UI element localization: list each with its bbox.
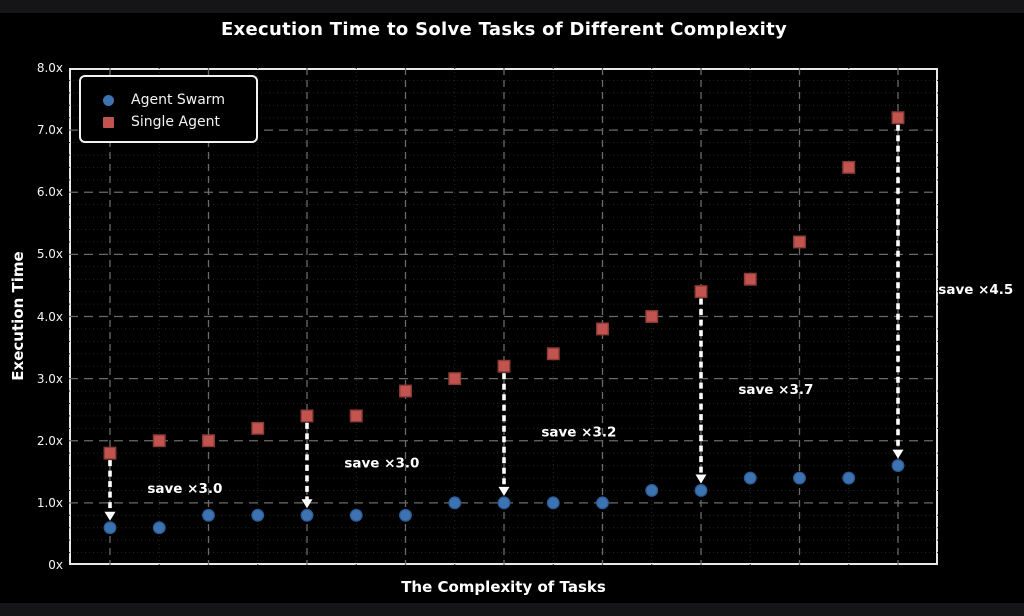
x-axis-label: The Complexity of Tasks [401, 578, 606, 596]
single-agent-point [251, 421, 265, 435]
agent-swarm-point [300, 508, 314, 522]
y-tick-label: 4.0x [36, 309, 63, 324]
agent-swarm-point [891, 459, 905, 473]
legend-box: Agent Swarm Single Agent [79, 75, 258, 143]
agent-swarm-point [596, 496, 609, 510]
legend-item-single-agent: Single Agent [81, 111, 256, 133]
save-annotation: save ×3.0 [344, 456, 419, 472]
agent-swarm-marker-icon [103, 94, 114, 106]
single-agent-point [202, 434, 215, 448]
agent-swarm-point [497, 496, 511, 510]
agent-swarm-point [743, 471, 757, 485]
single-agent-point [891, 111, 905, 125]
single-agent-point [645, 310, 659, 323]
single-agent-point [300, 409, 314, 423]
save-annotation: save ×3.0 [147, 481, 222, 497]
agent-swarm-point [399, 508, 412, 522]
save-arrow-head-icon [104, 511, 116, 521]
single-agent-point [596, 322, 609, 336]
agent-swarm-point [349, 508, 363, 522]
save-arrow-head-icon [695, 474, 707, 484]
y-tick-label: 5.0x [36, 247, 63, 262]
plot-area: save ×3.0 save ×3.0 save ×3.2 save ×3.7 save… [69, 68, 1013, 565]
single-agent-point [793, 235, 806, 249]
chart-title: Execution Time to Solve Tasks of Differe… [220, 19, 788, 40]
y-tick-label: 2.0x [36, 433, 63, 448]
single-agent-marker-icon [103, 116, 114, 128]
save-annotation: save ×4.5 [938, 282, 1013, 298]
agent-swarm-point [448, 496, 462, 510]
y-tick-label: 0x [48, 558, 63, 572]
window-bottom-strip [0, 603, 1024, 616]
save-arrow-head-icon [892, 449, 904, 459]
scatter-chart: save ×3.0 save ×3.0 save ×3.2 save ×3.7 save… [69, 68, 1013, 565]
window-top-strip [0, 0, 1024, 13]
single-agent-point [349, 409, 363, 423]
agent-swarm-point [152, 521, 166, 535]
single-agent-point [103, 446, 117, 460]
single-agent-point [152, 434, 166, 448]
agent-swarm-point [694, 484, 708, 497]
agent-swarm-point [202, 508, 215, 522]
single-agent-point [694, 285, 708, 299]
agent-swarm-point [645, 484, 659, 497]
save-annotation: save ×3.7 [738, 382, 813, 398]
single-agent-point [743, 272, 757, 286]
single-agent-point [842, 160, 856, 174]
legend-item-label: Single Agent [131, 114, 220, 130]
y-tick-label: 3.0x [36, 371, 63, 386]
y-tick-label: 7.0x [36, 123, 63, 138]
agent-swarm-point [251, 508, 265, 522]
legend-item-agent-swarm: Agent Swarm [81, 89, 256, 111]
single-agent-point [448, 372, 462, 386]
agent-swarm-point [546, 496, 560, 510]
save-arrow-head-icon [301, 499, 313, 509]
save-annotation: save ×3.2 [541, 425, 616, 441]
agent-swarm-point [103, 521, 117, 535]
single-agent-point [546, 347, 560, 361]
save-arrow-head-icon [498, 486, 510, 496]
legend-item-label: Agent Swarm [131, 92, 225, 108]
y-tick-label: 8.0x [36, 61, 63, 75]
single-agent-point [399, 384, 412, 398]
single-agent-point [497, 359, 511, 373]
y-tick-label: 6.0x [36, 185, 63, 200]
agent-swarm-point [793, 471, 806, 485]
agent-swarm-point [842, 471, 856, 485]
y-tick-label: 1.0x [36, 495, 63, 510]
